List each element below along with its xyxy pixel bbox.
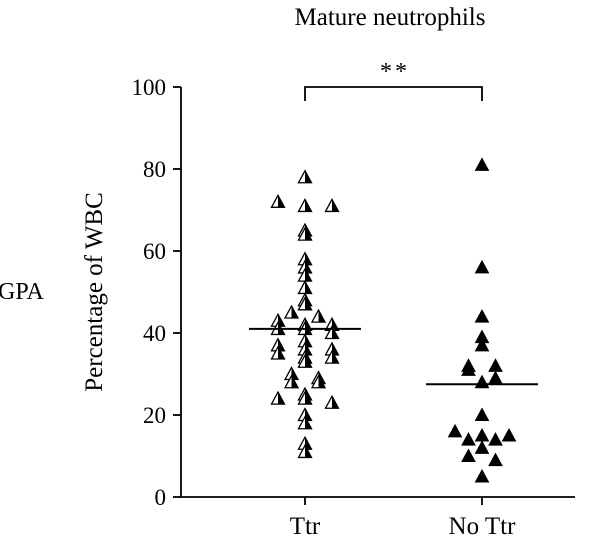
data-point bbox=[474, 157, 490, 171]
data-point bbox=[297, 415, 313, 430]
significance-bracket: ** bbox=[304, 59, 483, 101]
significance-stars: ** bbox=[380, 59, 410, 85]
y-tick-label: 100 bbox=[132, 75, 167, 100]
data-point bbox=[488, 452, 503, 467]
data-point bbox=[270, 193, 286, 208]
x-category-label: Ttr bbox=[290, 513, 321, 540]
x-category-label: No Ttr bbox=[449, 513, 517, 540]
data-point bbox=[461, 448, 476, 463]
data-point bbox=[324, 394, 340, 409]
data-points bbox=[270, 157, 517, 483]
data-point bbox=[297, 353, 313, 368]
data-point bbox=[283, 304, 300, 319]
data-point bbox=[297, 390, 313, 405]
data-point bbox=[474, 309, 490, 323]
data-point bbox=[283, 374, 300, 389]
axes bbox=[180, 87, 575, 498]
data-point bbox=[270, 390, 286, 405]
data-point bbox=[297, 169, 313, 184]
data-point bbox=[501, 427, 517, 442]
y-tick-label: 40 bbox=[143, 321, 166, 346]
data-point bbox=[270, 345, 286, 360]
data-point bbox=[297, 226, 313, 241]
data-point bbox=[310, 374, 327, 389]
y-axis-label: Percentage of WBC bbox=[81, 192, 108, 391]
chart-title: Mature neutrophils bbox=[295, 4, 486, 31]
y-tick-label: 60 bbox=[143, 239, 166, 264]
data-point bbox=[297, 444, 313, 459]
y-tick-label: 20 bbox=[143, 403, 166, 428]
data-point bbox=[488, 358, 503, 372]
data-point bbox=[310, 308, 327, 323]
y-ticks: 0 20 40 60 80 100 bbox=[132, 75, 181, 510]
median-lines bbox=[249, 327, 538, 386]
bracket-line bbox=[304, 86, 483, 101]
data-point bbox=[461, 432, 476, 446]
data-point bbox=[474, 440, 490, 454]
data-point bbox=[324, 198, 340, 213]
data-point bbox=[474, 427, 490, 442]
y-tick-label: 0 bbox=[155, 485, 167, 510]
data-point bbox=[474, 259, 490, 274]
panel-label: GPA bbox=[0, 279, 44, 305]
data-point bbox=[297, 198, 313, 213]
data-point bbox=[447, 423, 463, 438]
data-point bbox=[297, 280, 313, 295]
data-point bbox=[297, 296, 313, 311]
data-point bbox=[461, 362, 476, 376]
data-point bbox=[488, 432, 503, 446]
data-point bbox=[324, 349, 340, 364]
data-point bbox=[474, 468, 490, 483]
y-tick-label: 80 bbox=[143, 157, 166, 182]
data-point bbox=[474, 337, 490, 352]
data-point bbox=[474, 407, 490, 422]
data-point bbox=[488, 370, 503, 385]
data-point bbox=[474, 374, 490, 389]
x-category-labels: Ttr No Ttr bbox=[290, 497, 516, 540]
